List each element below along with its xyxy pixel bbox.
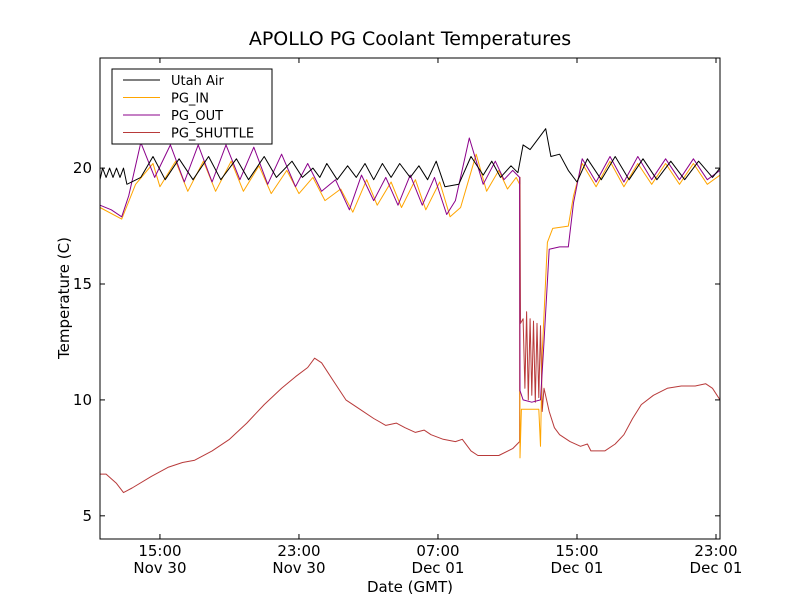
x-tick-label-time: 15:00 bbox=[555, 542, 598, 560]
legend-label: PG_IN bbox=[171, 92, 209, 107]
x-axis-label: Date (GMT) bbox=[367, 578, 453, 596]
x-tick-label-time: 07:00 bbox=[416, 542, 459, 560]
x-tick-label-date: Nov 30 bbox=[133, 559, 186, 577]
series-line-utah-air bbox=[99, 128, 721, 188]
series-line-pg-out bbox=[99, 137, 721, 403]
legend: Utah Air PG_IN PG_OUT PG_SHUTTLE bbox=[111, 68, 273, 145]
x-tick-label-date: Dec 01 bbox=[690, 559, 743, 577]
x-tick-label-date: Dec 01 bbox=[412, 559, 465, 577]
chart-title: APOLLO PG Coolant Temperatures bbox=[249, 28, 571, 50]
y-tick-label: 15 bbox=[73, 275, 92, 293]
x-tick-label-date: Nov 30 bbox=[272, 559, 325, 577]
series-layer bbox=[99, 128, 721, 494]
legend-box bbox=[111, 68, 273, 145]
series-line-pg-shuttle bbox=[100, 176, 721, 494]
legend-label: Utah Air bbox=[171, 74, 224, 89]
y-tick-label: 10 bbox=[73, 391, 92, 409]
series-line-pg-in bbox=[99, 153, 721, 459]
y-axis-label: Temperature (C) bbox=[55, 237, 73, 360]
x-tick-label-time: 23:00 bbox=[277, 542, 320, 560]
plot-frame bbox=[99, 57, 721, 540]
x-tick-label-date: Dec 01 bbox=[551, 559, 604, 577]
x-tick-label-time: 15:00 bbox=[138, 542, 181, 560]
y-tick-label: 20 bbox=[73, 159, 92, 177]
y-tick-label: 5 bbox=[82, 507, 92, 525]
x-tick-label-time: 23:00 bbox=[694, 542, 737, 560]
legend-label: PG_OUT bbox=[171, 109, 223, 124]
legend-label: PG_SHUTTLE bbox=[171, 127, 254, 142]
